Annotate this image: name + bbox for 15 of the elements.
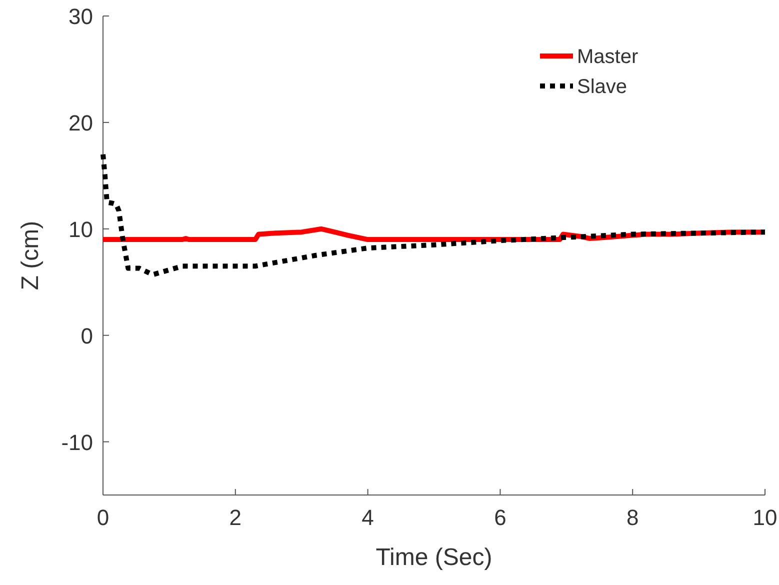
x-tick-label: 8 [626,505,639,530]
x-tick-label: 10 [752,505,778,530]
y-tick-label: 10 [68,216,93,242]
x-tick-label: 4 [362,505,374,530]
legend-label: Master [577,46,638,68]
y-tick-label: -10 [61,430,93,455]
y-tick-label: 0 [80,323,93,348]
x-tick-label: 2 [229,505,242,530]
y-axis-title: Z (cm) [17,220,44,290]
x-tick-label: 6 [494,505,506,530]
y-tick-label: 30 [68,4,93,29]
legend-label: Slave [577,76,628,98]
x-axis-title: Time (Sec) [376,544,492,571]
x-tick-label: 0 [96,505,110,530]
y-tick-label: 20 [68,110,93,136]
